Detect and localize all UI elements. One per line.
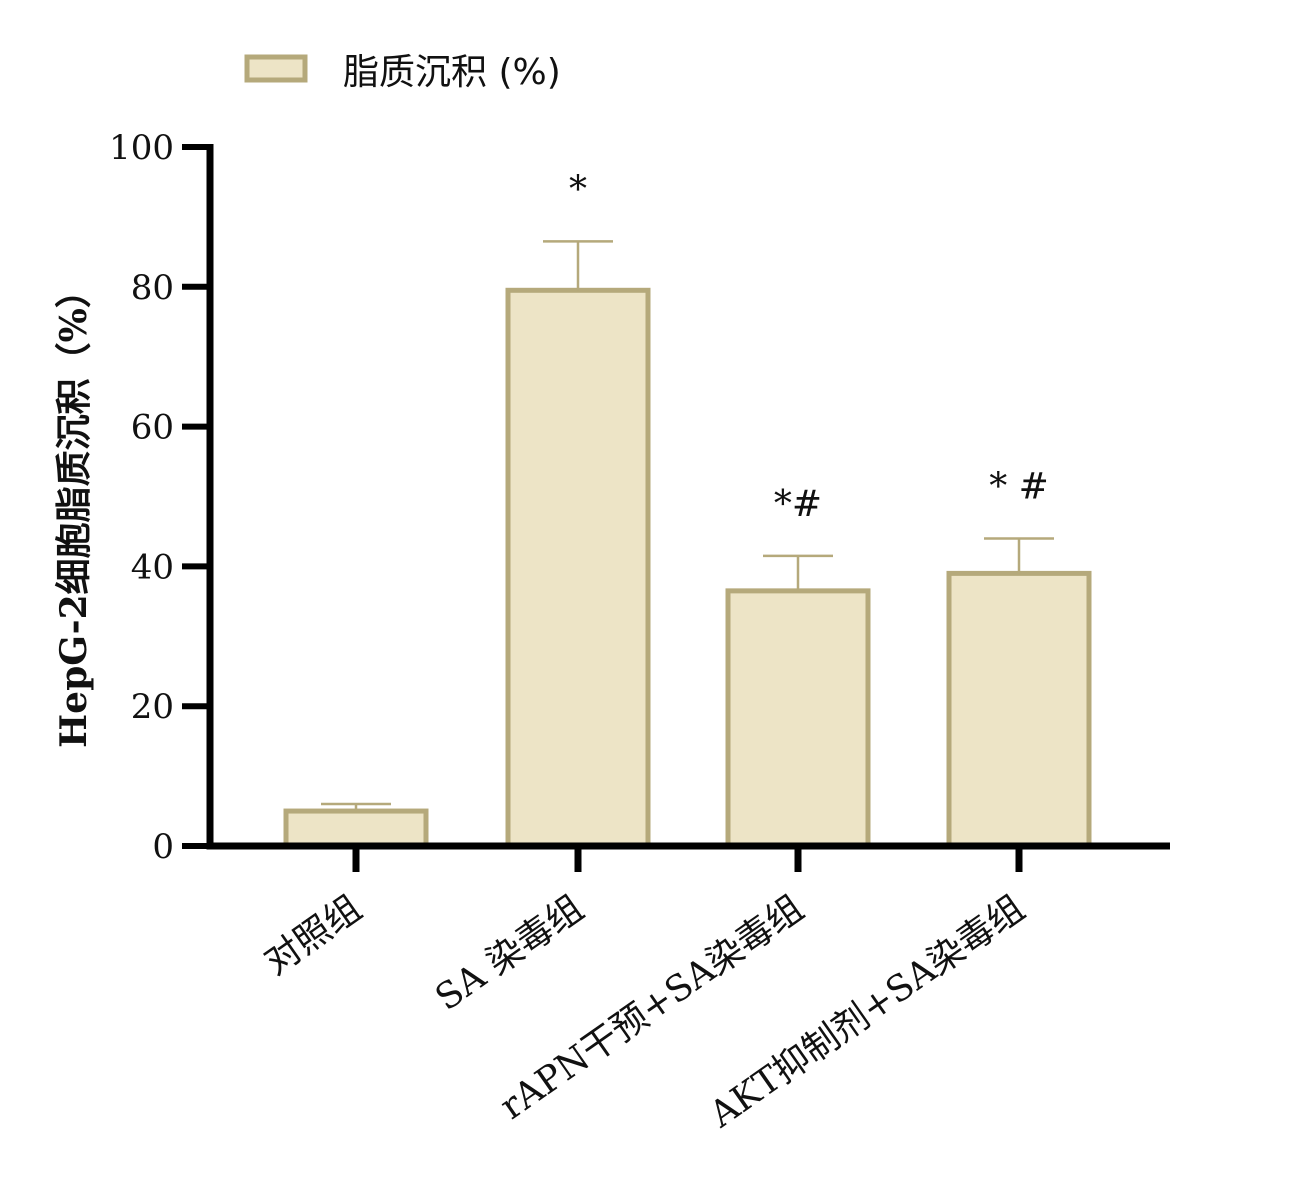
significance-label: * — [569, 169, 587, 210]
plot-area: 对照组*SA 染毒组*#rAPN干预+SA染毒组* #AKT抑制剂+SA染毒组0… — [109, 128, 1170, 1136]
bar — [283, 808, 429, 849]
bar — [946, 570, 1092, 849]
y-tick-label: 40 — [131, 547, 174, 587]
y-tick-label: 60 — [131, 408, 174, 448]
y-tick-label: 80 — [131, 268, 174, 308]
bar — [725, 588, 871, 849]
y-tick-label: 20 — [131, 687, 174, 727]
significance-label: *# — [774, 484, 822, 525]
y-tick-label: 0 — [152, 827, 174, 867]
legend: 脂质沉积 (%) — [244, 52, 561, 93]
x-tick-label: SA 染毒组 — [428, 888, 591, 1019]
x-tick-label: 对照组 — [257, 888, 369, 984]
y-axis-label: HepG-2细胞脂质沉积（%） — [53, 272, 95, 748]
legend-swatch — [244, 54, 308, 83]
y-tick-label: 100 — [109, 128, 174, 168]
legend-label: 脂质沉积 (%) — [343, 52, 561, 93]
bar — [505, 287, 651, 849]
significance-label: * # — [989, 466, 1049, 507]
